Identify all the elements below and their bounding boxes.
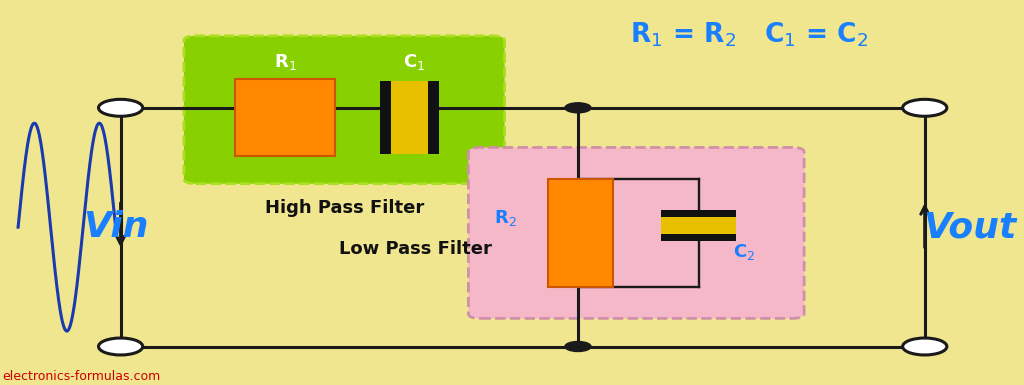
Text: R$_1$ = R$_2$   C$_1$ = C$_2$: R$_1$ = R$_2$ C$_1$ = C$_2$ [630,20,868,49]
Text: electronics-formulas.com: electronics-formulas.com [2,370,161,383]
Text: C$_1$: C$_1$ [403,52,426,72]
Text: Low Pass Filter: Low Pass Filter [339,240,492,258]
Bar [380,81,391,154]
Bar [391,81,428,154]
Circle shape [98,99,142,116]
Text: R$_1$: R$_1$ [273,52,296,72]
Circle shape [902,338,947,355]
Text: R$_2$: R$_2$ [495,208,517,228]
Bar [660,210,736,217]
Text: High Pass Filter: High Pass Filter [264,199,424,217]
Bar [660,217,736,234]
Circle shape [565,341,591,352]
FancyBboxPatch shape [184,36,505,184]
Bar [234,79,335,156]
Text: C$_2$: C$_2$ [733,242,755,262]
Text: Vout: Vout [924,210,1017,244]
Circle shape [565,103,591,113]
Text: Vin: Vin [83,210,148,244]
Bar [548,179,612,287]
Bar [428,81,438,154]
FancyBboxPatch shape [468,147,804,318]
Circle shape [902,99,947,116]
Circle shape [98,338,142,355]
Bar [660,234,736,241]
